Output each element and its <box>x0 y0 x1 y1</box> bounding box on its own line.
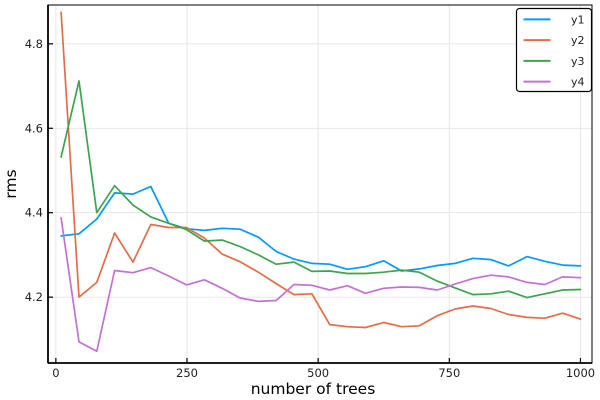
legend-label-y4: y4 <box>571 76 585 89</box>
x-tick-label: 250 <box>176 366 198 380</box>
x-tick-label: 750 <box>438 366 460 380</box>
series-line-y3 <box>60 80 582 299</box>
series-line-y2 <box>60 11 582 329</box>
x-axis-label: number of trees <box>251 380 376 398</box>
legend-label-y1: y1 <box>571 13 585 26</box>
legend-label-y3: y3 <box>571 55 585 68</box>
x-tick-label: 0 <box>52 366 59 380</box>
y-tick-label: 4.4 <box>25 206 43 220</box>
series-line-y4 <box>60 216 582 353</box>
series-line-y1 <box>60 185 582 272</box>
y-tick-label: 4.6 <box>25 121 43 135</box>
y-tick-label: 4.8 <box>25 37 43 51</box>
y-axis-label: rms <box>2 169 20 198</box>
x-tick-label: 500 <box>307 366 329 380</box>
x-tick-label: 1000 <box>566 366 595 380</box>
legend-box <box>515 7 593 93</box>
y-tick-label: 4.2 <box>25 290 43 304</box>
legend-label-y2: y2 <box>571 34 585 47</box>
